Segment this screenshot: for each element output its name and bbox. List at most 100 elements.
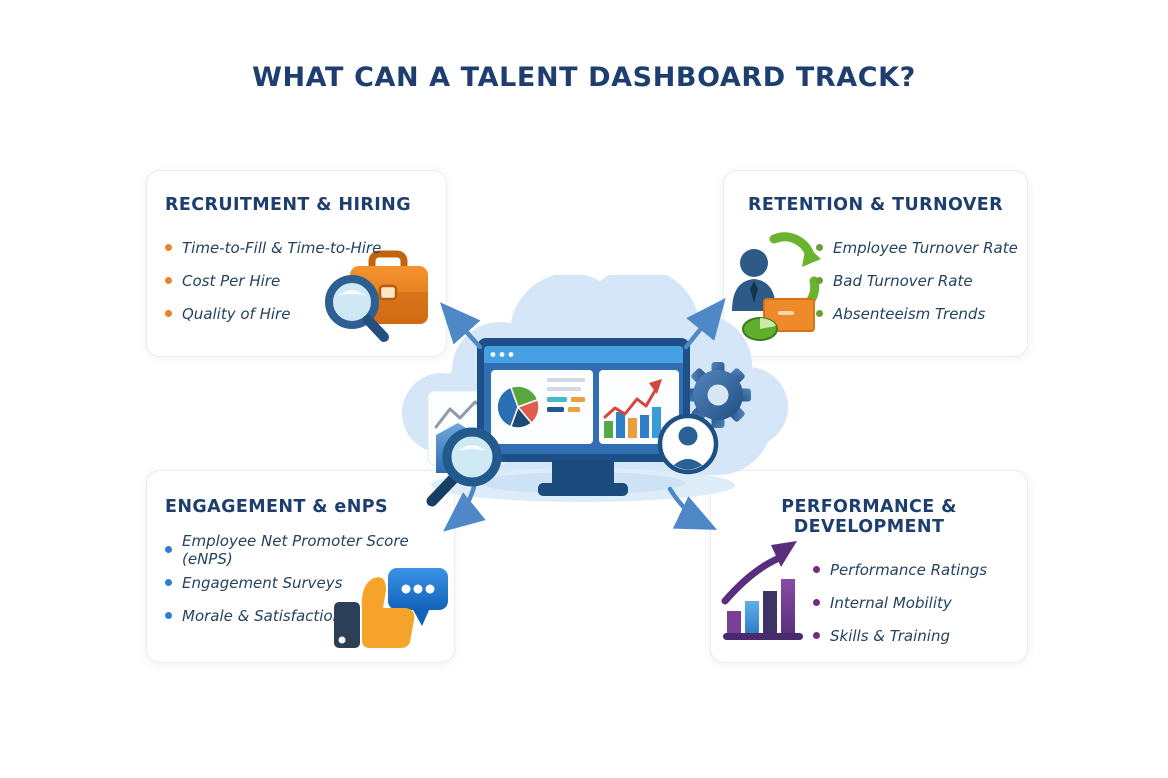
list-item-label: Skills & Training [830, 626, 950, 645]
bullet-dot [165, 546, 172, 553]
card-engagement-enps: ENGAGEMENT & eNPS Employee Net Promoter … [146, 470, 455, 663]
speech-bubble-tail [412, 608, 430, 626]
bullet-dot [816, 310, 823, 317]
bullet-dot [813, 566, 820, 573]
magnifier-handle [363, 315, 389, 342]
bullet-dot [816, 277, 823, 284]
monitor-base [538, 483, 628, 496]
bar [727, 611, 741, 633]
bullet-dot [165, 244, 172, 251]
list-item-label: Cost Per Hire [182, 271, 281, 290]
list-item-label: Employee Net Promoter Score (eNPS) [182, 531, 409, 568]
gear-icon [685, 362, 751, 428]
trend-line-icon [603, 387, 658, 419]
bar [781, 579, 795, 633]
bullet-dot [165, 612, 172, 619]
list-item-label: Performance Ratings [830, 560, 988, 579]
person-head [740, 249, 768, 277]
list-item: Quality of Hire [165, 297, 446, 330]
bullet-dot [165, 310, 172, 317]
list-item: Performance Ratings [813, 553, 1027, 586]
bullet-dot [813, 632, 820, 639]
recycle-arrow-top [769, 232, 815, 260]
lens-highlight [458, 445, 486, 451]
arrow-to-performance [667, 486, 718, 530]
arrow-to-retention [683, 298, 726, 350]
folder-label [778, 311, 794, 315]
bar-chart-icon [599, 370, 679, 444]
person-tie [750, 281, 758, 303]
card-performance-development: PERFORMANCE & DEVELOPMENT Performance Ra… [710, 470, 1028, 663]
bubble-dot [401, 584, 411, 594]
dashboard-monitor-icon [477, 338, 690, 462]
lens-highlight [338, 290, 366, 296]
list-item: Bad Turnover Rate [816, 264, 1027, 297]
growth-arrow-curve [721, 555, 781, 605]
engagement-list: Employee Net Promoter Score (eNPS) Engag… [165, 531, 454, 632]
recycle-arrowhead-top [802, 245, 821, 267]
card-retention-title: RETENTION & TURNOVER [747, 195, 1004, 215]
magnifier-lens [325, 275, 379, 329]
bubble-dot [413, 584, 423, 594]
list-item: Employee Net Promoter Score (eNPS) [165, 531, 454, 568]
window-dot [508, 352, 514, 357]
pie-ellipse-slice [760, 318, 776, 329]
connector-arrows [439, 298, 726, 532]
card-recruitment-hiring: RECRUITMENT & HIRING Time-to-Fill & Time… [146, 170, 447, 357]
bullet-dot [165, 277, 172, 284]
list-item-label: Engagement Surveys [182, 573, 343, 592]
list-item: Engagement Surveys [165, 566, 454, 599]
list-item: Employee Turnover Rate [816, 231, 1027, 264]
list-item: Morale & Satisfaction [165, 599, 454, 632]
magnifying-glass-icon [426, 427, 502, 507]
pie-chart-icon [491, 370, 593, 444]
list-item: Time-to-Fill & Time-to-Hire [165, 231, 446, 264]
avatar-head [678, 426, 698, 446]
magnifier-handle [426, 472, 460, 507]
bullet-dot [165, 579, 172, 586]
list-item-label: Bad Turnover Rate [833, 271, 973, 290]
bubble-dot [425, 584, 435, 594]
retention-list: Employee Turnover Rate Bad Turnover Rate… [816, 231, 1027, 330]
list-item-label: Quality of Hire [182, 304, 291, 323]
card-retention-turnover: RETENTION & TURNOVER Employee Turnover R… [723, 170, 1028, 357]
briefcase-clasp [378, 284, 398, 301]
chart-baseline [723, 633, 803, 640]
window-dot [499, 352, 505, 357]
list-item-label: Morale & Satisfaction [182, 606, 343, 625]
bar [763, 591, 777, 633]
list-item: Absenteeism Trends [816, 297, 1027, 330]
list-item-label: Absenteeism Trends [833, 304, 986, 323]
list-item: Skills & Training [813, 619, 1027, 652]
trend-arrowhead [649, 379, 662, 394]
card-performance-title: PERFORMANCE & DEVELOPMENT [781, 497, 957, 537]
sleeve-dot [338, 636, 346, 644]
avatar-shoulders [668, 459, 708, 470]
window-dot [490, 352, 496, 357]
magnifier-lens [442, 427, 502, 487]
arrow-to-engagement [443, 484, 486, 532]
person-recycle-icon [732, 232, 821, 341]
card-engagement-title: ENGAGEMENT & eNPS [165, 497, 388, 517]
bar [745, 601, 759, 633]
recruitment-list: Time-to-Fill & Time-to-Hire Cost Per Hir… [165, 231, 446, 330]
performance-list: Performance Ratings Internal Mobility Sk… [813, 553, 1027, 652]
growth-chart-icon [721, 541, 803, 640]
bullet-dot [813, 599, 820, 606]
card-recruitment-title: RECRUITMENT & HIRING [165, 195, 411, 215]
thumb-hand [361, 577, 415, 648]
center-illustration [402, 275, 788, 532]
bullet-dot [816, 244, 823, 251]
list-item: Internal Mobility [813, 586, 1027, 619]
monitor-neck [552, 460, 614, 486]
thumbsup-speech-icon [334, 568, 448, 648]
growth-arrowhead [771, 541, 797, 567]
list-item-label: Employee Turnover Rate [833, 238, 1018, 257]
arrow-to-recruitment [439, 302, 483, 350]
list-item: Cost Per Hire [165, 264, 446, 297]
page-title: WHAT CAN A TALENT DASHBOARD TRACK? [252, 62, 916, 93]
user-avatar-icon [657, 413, 719, 475]
thumb-sleeve [334, 602, 360, 648]
list-item-label: Internal Mobility [830, 593, 952, 612]
